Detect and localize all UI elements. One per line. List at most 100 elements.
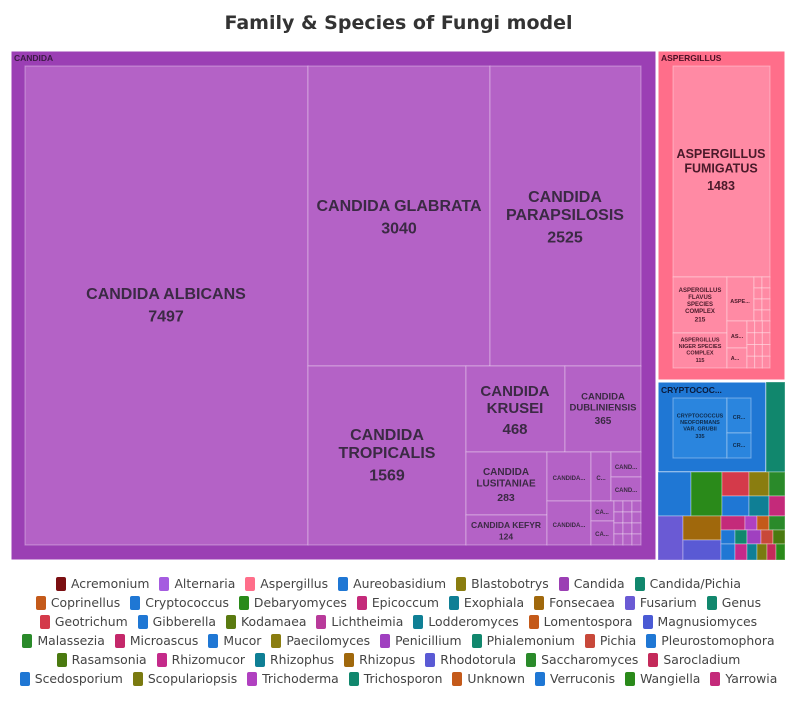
legend-entry[interactable]: Sarocladium <box>648 650 740 669</box>
legend-entry[interactable]: Phialemonium <box>471 631 575 650</box>
treemap-tile[interactable] <box>610 451 642 478</box>
tile-candida-glabrata[interactable] <box>307 65 491 367</box>
legend-entry[interactable]: Rhodotorula <box>425 650 516 669</box>
treemap-tile[interactable] <box>754 355 763 369</box>
legend-entry[interactable]: Trichoderma <box>247 669 339 688</box>
legend-entry[interactable]: Kodamaea <box>225 612 306 631</box>
treemap-tile-small[interactable] <box>746 529 762 545</box>
treemap-tile-small[interactable] <box>690 471 723 517</box>
treemap-tile-small[interactable] <box>772 529 786 545</box>
legend-entry[interactable]: Trichosporon <box>348 669 442 688</box>
treemap-tile-small[interactable] <box>768 471 786 497</box>
treemap-tile[interactable] <box>613 533 624 546</box>
legend-entry[interactable]: Unknown <box>452 669 525 688</box>
tile-aspergillus-niger[interactable] <box>672 332 728 369</box>
legend-entry[interactable]: Penicillium <box>380 631 462 650</box>
treemap-tile-small[interactable] <box>720 515 746 531</box>
treemap-tile-small[interactable] <box>760 529 774 545</box>
legend-entry[interactable]: Magnusiomyces <box>642 612 757 631</box>
legend-entry[interactable]: Rhizopus <box>344 650 415 669</box>
treemap-tile-small[interactable] <box>734 529 748 545</box>
treemap-tile-small[interactable] <box>756 543 768 561</box>
legend-entry[interactable]: Candida/Pichia <box>634 574 741 593</box>
treemap-tile[interactable] <box>631 533 642 546</box>
legend-entry[interactable]: Scopulariopsis <box>132 669 237 688</box>
treemap-tile-small[interactable] <box>720 543 736 561</box>
treemap-tile[interactable] <box>546 500 592 546</box>
treemap-tile[interactable] <box>753 276 763 289</box>
treemap-tile[interactable] <box>631 500 642 513</box>
treemap-tile[interactable] <box>631 511 642 524</box>
tile-cryptococcus-neoformans[interactable] <box>672 397 728 459</box>
legend-entry[interactable]: Epicoccum <box>356 593 439 612</box>
treemap-tile[interactable] <box>613 511 624 524</box>
tile-candida-kefyr[interactable] <box>465 514 548 546</box>
treemap-tile[interactable] <box>761 276 771 289</box>
legend-entry[interactable]: Aspergillus <box>245 574 328 593</box>
legend-entry[interactable]: Debaryomyces <box>238 593 347 612</box>
treemap-tile[interactable] <box>622 522 633 535</box>
treemap-tile[interactable] <box>761 320 771 334</box>
treemap-tile[interactable] <box>546 451 592 502</box>
treemap-tile-small[interactable] <box>756 515 770 531</box>
treemap-tile[interactable] <box>622 533 633 546</box>
legend-entry[interactable]: Aureobasidium <box>338 574 446 593</box>
treemap-tile[interactable] <box>726 432 752 459</box>
treemap-tile[interactable] <box>746 355 756 369</box>
legend-entry[interactable]: Exophiala <box>448 593 524 612</box>
treemap-tile-small[interactable] <box>768 495 786 517</box>
legend-entry[interactable]: Rhizomucor <box>156 650 245 669</box>
legend-entry[interactable]: Mucor <box>208 631 261 650</box>
legend-entry[interactable]: Malassezia <box>22 631 105 650</box>
legend-entry[interactable]: Candida <box>558 574 625 593</box>
tile-aspergillus-fumigatus[interactable] <box>672 65 771 278</box>
legend-entry[interactable]: Paecilomyces <box>271 631 370 650</box>
treemap-tile[interactable] <box>761 287 771 300</box>
legend-entry[interactable]: Scedosporium <box>19 669 123 688</box>
treemap-tile[interactable] <box>761 355 771 369</box>
treemap-tile[interactable] <box>613 500 624 513</box>
legend-entry[interactable]: Pichia <box>584 631 636 650</box>
treemap-tile-small[interactable] <box>721 495 750 517</box>
legend-entry[interactable]: Saccharomyces <box>526 650 638 669</box>
tile-aspergillus-flavus[interactable] <box>672 276 728 334</box>
treemap-tile[interactable] <box>726 397 752 434</box>
treemap-tile-small[interactable] <box>768 515 786 531</box>
legend-entry[interactable]: Genus <box>706 593 761 612</box>
treemap-tile[interactable] <box>754 332 763 345</box>
treemap-tile[interactable] <box>613 522 624 535</box>
tile-candida-dubliniensis[interactable] <box>564 365 642 453</box>
treemap-tile-small[interactable] <box>765 381 786 473</box>
legend-entry[interactable]: Verruconis <box>534 669 615 688</box>
legend-entry[interactable]: Rhizophus <box>255 650 334 669</box>
treemap-tile[interactable] <box>746 344 756 357</box>
legend-entry[interactable]: Fonsecaea <box>534 593 615 612</box>
legend-entry[interactable]: Lodderomyces <box>413 612 519 631</box>
legend-entry[interactable]: Yarrowia <box>710 669 777 688</box>
treemap-tile[interactable] <box>622 511 633 524</box>
treemap-tile[interactable] <box>753 309 763 322</box>
tile-candida-lusitaniae[interactable] <box>465 451 548 516</box>
treemap-tile-small[interactable] <box>682 539 722 561</box>
treemap-tile[interactable] <box>754 320 763 334</box>
legend-entry[interactable]: Fusarium <box>624 593 697 612</box>
treemap-tile[interactable] <box>622 500 633 513</box>
treemap-tile-small[interactable] <box>657 471 692 517</box>
treemap-tile[interactable] <box>761 309 771 322</box>
treemap-tile-small[interactable] <box>748 471 770 497</box>
treemap-tile-small[interactable] <box>748 495 770 517</box>
legend-entry[interactable]: Gibberella <box>137 612 216 631</box>
treemap-tile[interactable] <box>761 298 771 311</box>
legend-entry[interactable]: Coprinellus <box>35 593 120 612</box>
treemap-tile-small[interactable] <box>766 543 777 561</box>
legend-entry[interactable]: Wangiella <box>625 669 700 688</box>
treemap-tile[interactable] <box>754 344 763 357</box>
treemap-tile[interactable] <box>761 332 771 345</box>
treemap-tile[interactable] <box>631 522 642 535</box>
legend-entry[interactable]: Geotrichum <box>39 612 128 631</box>
legend-entry[interactable]: Acremonium <box>56 574 149 593</box>
treemap-tile[interactable] <box>753 298 763 311</box>
legend-entry[interactable]: Lichtheimia <box>316 612 403 631</box>
tile-candida-albicans[interactable] <box>24 65 309 546</box>
legend-entry[interactable]: Rasamsonia <box>56 650 147 669</box>
